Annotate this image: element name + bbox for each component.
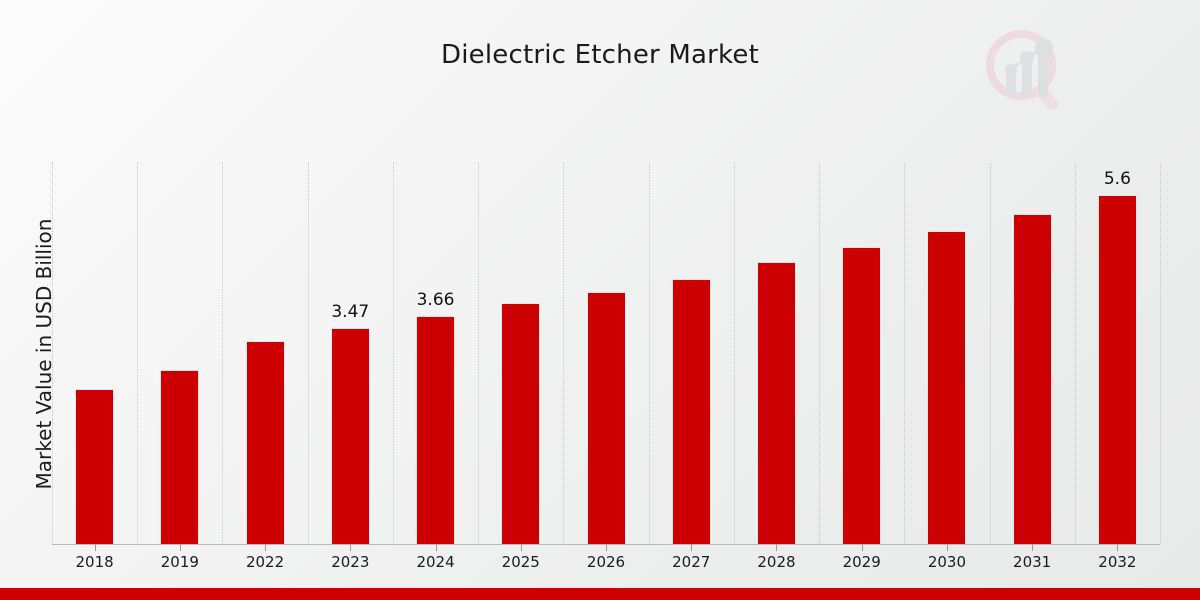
x-axis-label-2031: 2031 bbox=[1013, 553, 1052, 571]
x-axis-label-2024: 2024 bbox=[416, 553, 455, 571]
bar-value-label-2024: 3.66 bbox=[416, 289, 455, 310]
gridline bbox=[819, 163, 821, 544]
bar-value-label-2032: 5.6 bbox=[1103, 169, 1131, 189]
gridline bbox=[904, 163, 906, 544]
bar-2029[interactable] bbox=[842, 247, 882, 544]
gridline bbox=[392, 163, 394, 544]
gridline bbox=[478, 163, 480, 544]
gridline bbox=[1074, 163, 1076, 544]
x-axis-tick bbox=[1117, 544, 1119, 551]
gridline bbox=[1160, 163, 1161, 544]
gridline bbox=[137, 163, 139, 544]
x-axis-label-2027: 2027 bbox=[672, 553, 711, 571]
x-axis-tick bbox=[435, 544, 437, 551]
bar-2022[interactable] bbox=[245, 340, 285, 544]
bar-2025[interactable] bbox=[501, 303, 541, 544]
x-axis-tick bbox=[265, 544, 267, 551]
x-axis-tick bbox=[179, 544, 181, 551]
x-axis-label-2029: 2029 bbox=[842, 553, 881, 571]
x-axis-label-2018: 2018 bbox=[75, 553, 114, 571]
gridline bbox=[563, 163, 565, 544]
x-axis-tick bbox=[520, 544, 522, 551]
x-axis-label-2022: 2022 bbox=[245, 553, 285, 571]
gridline bbox=[648, 163, 650, 544]
x-axis-tick bbox=[691, 544, 693, 551]
x-axis-label-2023: 2023 bbox=[331, 553, 370, 571]
x-axis-tick bbox=[776, 544, 778, 551]
x-axis-tick bbox=[94, 544, 96, 551]
page-title: Dielectric Etcher Market bbox=[441, 40, 759, 70]
x-axis-label-2032: 2032 bbox=[1098, 553, 1137, 571]
market-research-magnifier-logo-icon bbox=[978, 24, 1074, 120]
x-axis-label-2025: 2025 bbox=[501, 553, 540, 571]
bar-2023[interactable] bbox=[330, 327, 370, 544]
x-axis-tick bbox=[1032, 544, 1034, 551]
bar-2028[interactable] bbox=[756, 262, 796, 544]
bar-2019[interactable] bbox=[160, 370, 200, 544]
bar-2031[interactable] bbox=[1012, 213, 1052, 544]
bar-2018[interactable] bbox=[75, 389, 115, 544]
x-axis-label-2028: 2028 bbox=[757, 553, 796, 571]
x-axis-tick bbox=[606, 544, 607, 551]
bar-2026[interactable] bbox=[586, 291, 626, 544]
bar-2030[interactable] bbox=[927, 230, 967, 544]
gridline bbox=[733, 163, 735, 544]
x-axis-tick bbox=[350, 544, 352, 551]
plot-area bbox=[52, 163, 1161, 544]
gridline bbox=[52, 163, 53, 544]
x-axis-label-2026: 2026 bbox=[586, 553, 626, 571]
bar-2032[interactable] bbox=[1097, 195, 1137, 544]
x-axis-label-2030: 2030 bbox=[927, 553, 967, 571]
bar-value-label-2023: 3.47 bbox=[331, 301, 370, 322]
bar-2024[interactable] bbox=[416, 315, 456, 544]
x-axis-tick bbox=[861, 544, 863, 551]
footer-accent-bar bbox=[0, 588, 1200, 600]
gridline bbox=[307, 163, 309, 544]
gridline bbox=[222, 163, 224, 544]
bar-2027[interactable] bbox=[671, 278, 711, 544]
gridline bbox=[989, 163, 991, 544]
x-axis-label-2019: 2019 bbox=[160, 553, 199, 571]
x-axis-tick bbox=[946, 544, 948, 551]
